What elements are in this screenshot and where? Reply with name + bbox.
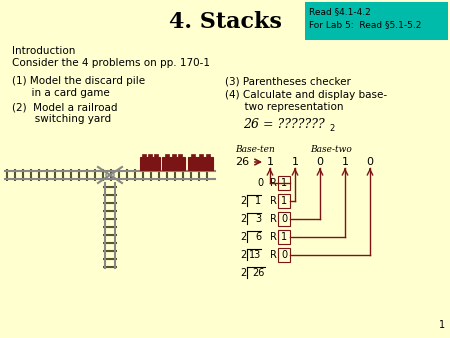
Text: 2: 2 <box>240 214 246 224</box>
Text: 13: 13 <box>249 250 261 260</box>
Text: 0: 0 <box>281 250 287 260</box>
Text: Consider the 4 problems on pp. 170-1: Consider the 4 problems on pp. 170-1 <box>12 58 210 68</box>
Bar <box>278 176 290 190</box>
Bar <box>191 154 195 157</box>
Text: (1) Model the discard pile: (1) Model the discard pile <box>12 76 145 86</box>
Bar <box>162 157 185 170</box>
Bar <box>278 230 290 244</box>
Text: (4) Calculate and display base-: (4) Calculate and display base- <box>225 90 387 100</box>
Text: (2)  Model a railroad: (2) Model a railroad <box>12 102 117 112</box>
Bar <box>278 194 290 208</box>
Text: 1: 1 <box>281 178 287 188</box>
Text: 26 = ???????: 26 = ??????? <box>243 118 325 131</box>
Bar <box>278 248 290 262</box>
Text: 1: 1 <box>439 320 445 330</box>
Text: 1: 1 <box>292 157 298 167</box>
Text: 1: 1 <box>342 157 348 167</box>
Text: 1: 1 <box>281 232 287 242</box>
Bar <box>165 154 169 157</box>
Text: 3: 3 <box>255 214 261 224</box>
Text: 0: 0 <box>366 157 373 167</box>
Text: 2: 2 <box>240 232 246 242</box>
Bar <box>142 154 146 157</box>
Text: R: R <box>270 178 277 188</box>
Text: Base-ten: Base-ten <box>235 145 275 154</box>
Bar <box>305 2 448 40</box>
Text: 2: 2 <box>329 124 334 133</box>
Text: two representation: two representation <box>225 102 343 112</box>
Text: 2: 2 <box>240 250 246 260</box>
Text: 1: 1 <box>266 157 274 167</box>
Text: R: R <box>270 214 277 224</box>
Bar <box>154 154 158 157</box>
Text: 2: 2 <box>240 268 246 278</box>
Text: R: R <box>270 250 277 260</box>
Bar <box>171 154 176 157</box>
Text: switching yard: switching yard <box>12 114 111 124</box>
Text: 0: 0 <box>257 178 263 188</box>
Text: 1: 1 <box>281 196 287 206</box>
Bar <box>278 212 290 226</box>
Text: R: R <box>270 232 277 242</box>
Text: 26: 26 <box>235 157 249 167</box>
Text: Introduction: Introduction <box>12 46 76 56</box>
Text: 4. Stacks: 4. Stacks <box>169 11 281 33</box>
Text: 26: 26 <box>252 268 265 278</box>
Bar <box>198 154 202 157</box>
Bar <box>188 157 213 170</box>
Text: Base-two: Base-two <box>310 145 352 154</box>
Text: 0: 0 <box>316 157 324 167</box>
Text: R: R <box>270 196 277 206</box>
Bar <box>206 154 210 157</box>
Bar <box>140 157 160 170</box>
Text: (3) Parentheses checker: (3) Parentheses checker <box>225 76 351 86</box>
Text: 0: 0 <box>281 214 287 224</box>
Text: 2: 2 <box>240 196 246 206</box>
Text: 6: 6 <box>255 232 261 242</box>
Text: 1: 1 <box>255 196 261 206</box>
Bar <box>178 154 182 157</box>
Bar <box>148 154 152 157</box>
Text: Read §4.1-4.2
For Lab 5:  Read §5.1-5.2: Read §4.1-4.2 For Lab 5: Read §5.1-5.2 <box>309 7 421 29</box>
Text: in a card game: in a card game <box>12 88 110 98</box>
